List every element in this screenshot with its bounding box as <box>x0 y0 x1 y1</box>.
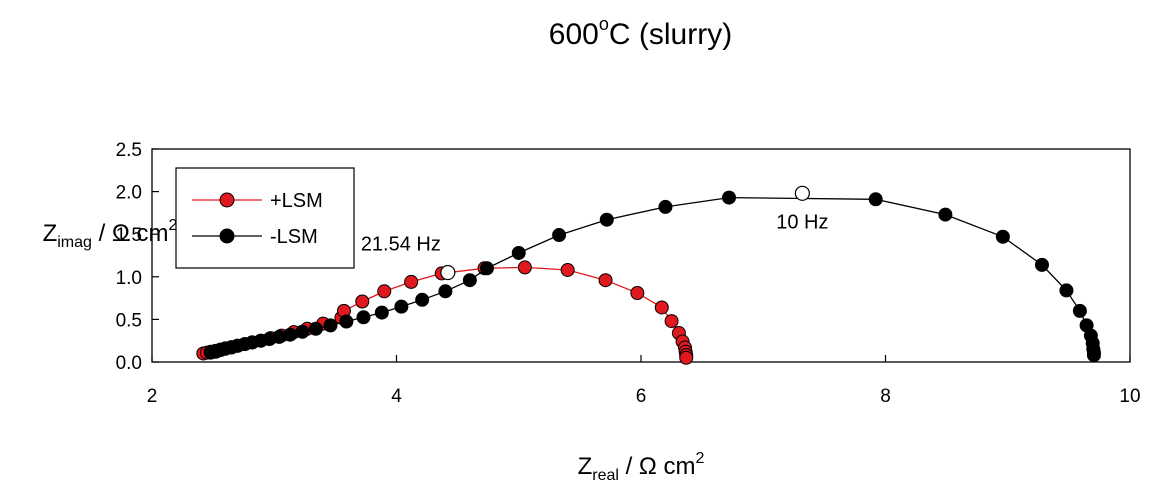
title-rest: C (slurry) <box>608 18 733 51</box>
series-line <box>203 266 687 358</box>
series-layer <box>196 190 1101 365</box>
data-point <box>560 262 575 277</box>
data-point <box>356 310 371 325</box>
axis-labels: Zreal / Ω cm2 Zimag / Ω cm2 <box>43 217 705 484</box>
data-point <box>308 321 323 336</box>
data-point <box>599 212 614 227</box>
frequency-marker <box>794 185 810 201</box>
x-tick-label: 10 <box>1119 386 1140 407</box>
plot-axes: 0.0 0.5 1.0 1.5 2.0 2.5 2 4 6 8 10 <box>116 140 1141 407</box>
data-point <box>339 314 354 329</box>
frequency-label: 10 Hz <box>776 211 828 233</box>
data-point <box>295 324 310 339</box>
data-point <box>630 285 645 300</box>
data-point <box>654 300 669 315</box>
title-main: 600 <box>548 18 599 51</box>
chart-title: 600oC (slurry) <box>0 14 1161 52</box>
legend-marker <box>219 192 235 208</box>
data-point <box>283 327 298 342</box>
data-point <box>374 305 389 320</box>
data-point <box>1072 303 1087 318</box>
annotation-layer: 21.54 Hz 10 Hz <box>361 185 828 281</box>
data-point <box>404 274 419 289</box>
data-point <box>323 318 338 333</box>
data-point <box>868 192 883 207</box>
legend-label: -LSM <box>270 226 318 248</box>
y-tick-label: 0.0 <box>116 353 142 374</box>
data-point <box>1086 348 1101 363</box>
y-tick-label: 0.5 <box>116 310 142 331</box>
data-point <box>664 314 679 329</box>
y-axis-label: Zimag / Ω cm2 <box>43 217 178 251</box>
data-point <box>355 294 370 309</box>
frequency-marker <box>440 264 456 281</box>
data-point <box>394 299 409 314</box>
title-degree: o <box>598 14 609 34</box>
data-point <box>511 245 526 260</box>
x-tick-label: 6 <box>636 386 647 407</box>
data-point <box>1034 257 1049 272</box>
frequency-label: 21.54 Hz <box>361 234 441 256</box>
data-point <box>598 273 613 288</box>
data-point <box>938 207 953 222</box>
x-axis-label: Zreal / Ω cm2 <box>578 450 705 484</box>
data-point <box>658 199 673 214</box>
legend-box <box>175 167 355 269</box>
data-point <box>415 292 430 307</box>
x-tick-label: 4 <box>391 386 402 407</box>
data-point <box>995 229 1010 244</box>
legend-marker <box>219 228 235 244</box>
y-tick-label: 1.5 <box>116 225 142 246</box>
data-point <box>552 228 567 243</box>
series-minus-lsm <box>203 190 1101 363</box>
data-point <box>1059 283 1074 298</box>
legend: +LSM -LSM <box>175 167 355 269</box>
legend-label: +LSM <box>270 190 323 212</box>
data-point <box>679 350 694 365</box>
data-point <box>722 190 737 205</box>
y-tick-label: 1.0 <box>116 268 142 289</box>
data-point <box>462 273 477 288</box>
data-point <box>479 261 494 276</box>
y-tick-label: 2.0 <box>116 183 142 204</box>
data-point <box>517 260 532 275</box>
x-tick-label: 2 <box>147 386 158 407</box>
data-point <box>377 284 392 299</box>
y-tick-label: 2.5 <box>116 140 142 161</box>
data-point <box>438 284 453 299</box>
x-tick-label: 8 <box>880 386 891 407</box>
